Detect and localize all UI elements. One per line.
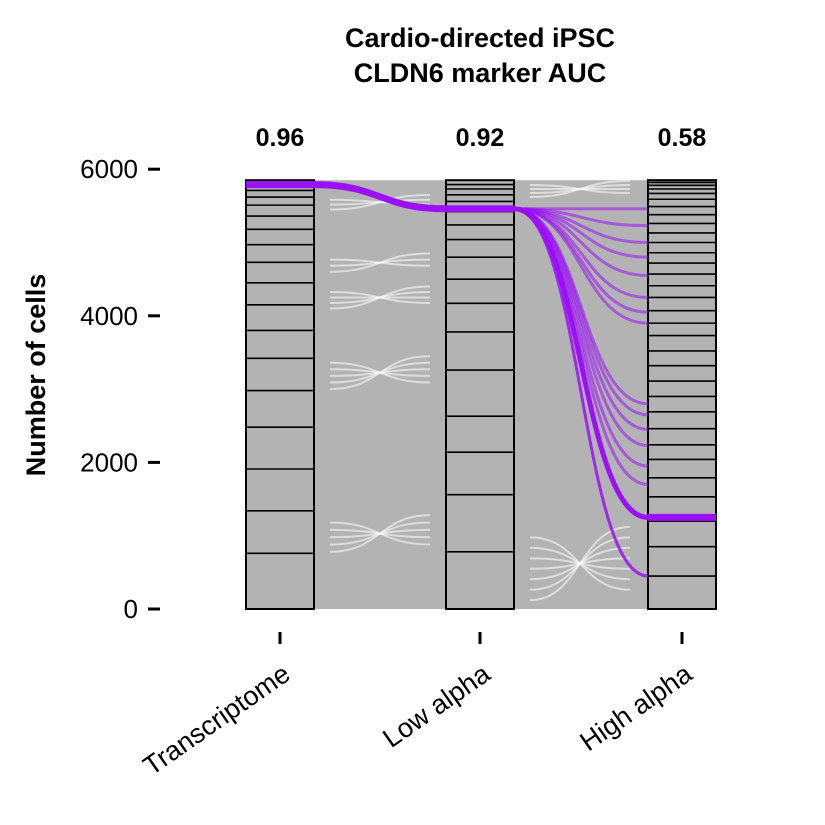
stratum-axis-3 xyxy=(647,179,717,610)
stratum-column-2 xyxy=(445,179,515,610)
x-tick-label-2: Low alpha xyxy=(377,658,496,754)
flow-crossing-2-5 xyxy=(329,361,431,384)
chart-title-line-1: Cardio-directed iPSC xyxy=(345,23,615,53)
x-tick-label-3: High alpha xyxy=(574,658,698,757)
y-tick-label-4: 6000 xyxy=(80,154,138,184)
highlight-fan-line-8 xyxy=(513,207,649,406)
highlight-stratum-1 xyxy=(246,181,314,189)
strata-layer xyxy=(245,179,717,610)
y-tick-label-3: 4000 xyxy=(80,301,138,331)
auc-label-3: 0.58 xyxy=(658,124,707,152)
auc-label-2: 0.92 xyxy=(456,124,505,152)
y-tick-label-1: 0 xyxy=(124,594,138,624)
flow-crossing-4-3 xyxy=(329,258,431,267)
flow-crossing-6-7 xyxy=(529,536,631,591)
flow-crossing-7-4 xyxy=(529,183,631,195)
chart-title: Cardio-directed iPSC CLDN6 marker AUC xyxy=(345,23,615,88)
stratum-axis-2 xyxy=(445,179,515,610)
stratum-axis-1 xyxy=(245,179,315,610)
auc-label-1: 0.96 xyxy=(256,124,305,152)
x-axis: Transcriptome Low alpha High alpha xyxy=(138,632,698,781)
stratum-column-1 xyxy=(245,179,315,610)
y-axis-label: Number of cells xyxy=(21,274,51,477)
highlight-stratum-2 xyxy=(446,205,514,213)
stratum-column-3 xyxy=(647,179,717,610)
flow-crossing-3-4 xyxy=(329,290,431,304)
highlight-flow-band-1 xyxy=(314,181,446,213)
y-tick-label-2: 2000 xyxy=(80,447,138,477)
highlight-stratum-3 xyxy=(648,513,716,521)
flow-crossing-1-5 xyxy=(329,521,431,546)
y-axis: 0 2000 4000 6000 xyxy=(80,154,160,624)
x-tick-label-1: Transcriptome xyxy=(138,658,296,781)
highlight-layer xyxy=(246,181,716,578)
auc-labels: 0.96 0.92 0.58 xyxy=(256,124,707,152)
chart-title-line-2: CLDN6 marker AUC xyxy=(354,58,607,88)
